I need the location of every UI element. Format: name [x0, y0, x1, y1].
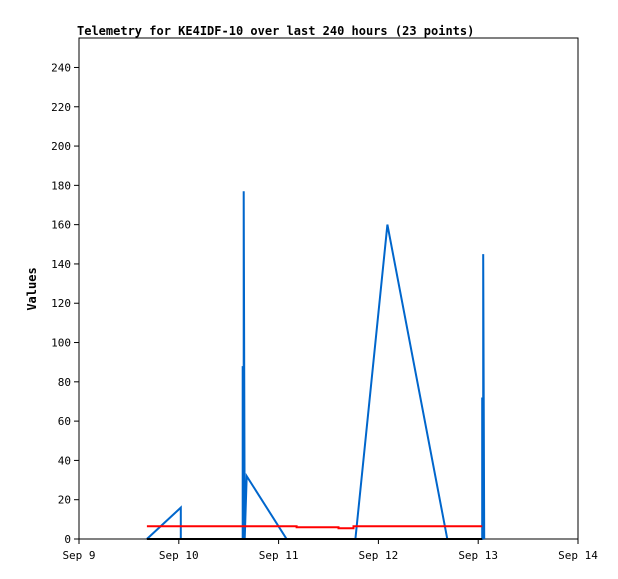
y-axis-label: Values [25, 267, 39, 310]
series-layer [146, 191, 486, 540]
y-tick-label: 240 [51, 61, 71, 74]
x-tick-label: Sep 10 [159, 549, 199, 562]
y-axis: 0 20 40 60 80 100 120 140 160 180 200 220 240 [51, 61, 79, 546]
y-tick-label: 140 [51, 258, 71, 271]
y-tick-label: 180 [51, 179, 71, 192]
y-tick-label: 0 [64, 533, 71, 546]
y-tick-label: 100 [51, 337, 71, 350]
series-line-1 [146, 191, 486, 540]
x-tick-label: Sep 14 [558, 549, 598, 562]
y-tick-label: 160 [51, 219, 71, 232]
y-tick-label: 80 [58, 376, 71, 389]
y-tick-label: 200 [51, 140, 71, 153]
y-tick-label: 120 [51, 297, 71, 310]
x-tick-label: Sep 9 [62, 549, 95, 562]
chart-title: Telemetry for KE4IDF-10 over last 240 ho… [77, 24, 474, 38]
y-tick-label: 40 [58, 454, 71, 467]
series-line-2 [146, 525, 483, 530]
x-tick-label: Sep 13 [458, 549, 498, 562]
y-tick-label: 20 [58, 494, 71, 507]
x-tick-label: Sep 12 [359, 549, 399, 562]
plot-area-frame [78, 37, 579, 540]
x-tick-label: Sep 11 [259, 549, 299, 562]
x-axis: Sep 9 Sep 10 Sep 11 Sep 12 Sep 13 Sep 14 [62, 539, 598, 562]
y-tick-label: 60 [58, 415, 71, 428]
y-tick-label: 220 [51, 101, 71, 114]
